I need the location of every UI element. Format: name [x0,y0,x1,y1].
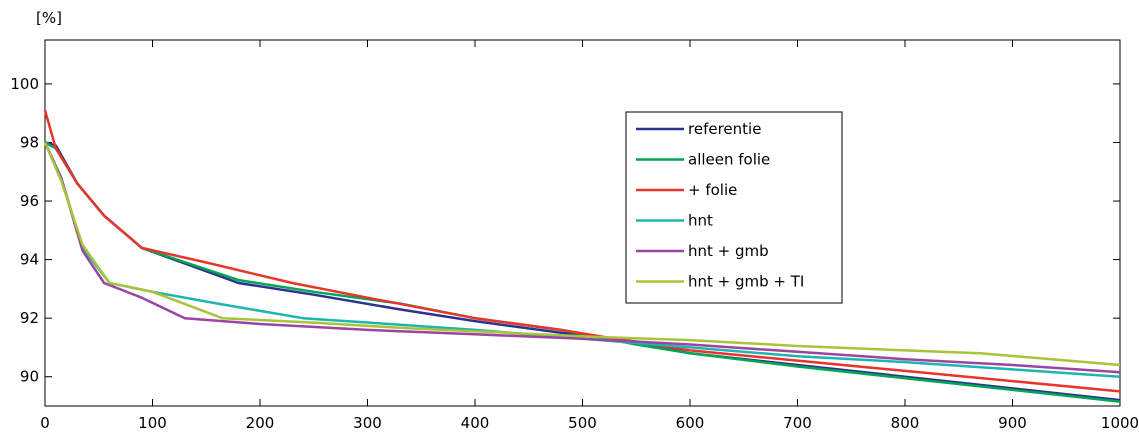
legend-label: alleen folie [688,151,770,169]
legend-box [625,111,843,304]
x-tick-label: 500 [568,414,597,432]
y-tick-label: 94 [20,251,39,269]
x-tick-label: 1000 [1101,414,1139,432]
x-tick-label: 0 [40,414,50,432]
plot-area-frame [44,39,1121,407]
axis-tick-labels: 0 100 200 300 400 500 600 700 800 900 1000 90 92 94 96… [10,75,1139,432]
y-tick-label: 96 [20,192,39,210]
x-tick-label: 900 [998,414,1027,432]
x-tick-label: 800 [891,414,920,432]
x-tick-label: 100 [138,414,167,432]
x-tick-label: 300 [353,414,382,432]
y-tick-label: 90 [20,368,39,386]
legend-label: hnt [688,212,713,230]
y-tick-label: 92 [20,309,39,327]
legend-label: + folie [688,181,737,199]
series-line [43,141,1121,374]
x-tick-label: 400 [461,414,490,432]
series-line [43,142,1121,367]
x-tick-label: 600 [676,414,705,432]
series-line [43,109,1121,393]
legend-label: hnt + gmb + TI [688,273,804,291]
y-tick-label: 100 [10,75,39,93]
x-tick-label: 700 [783,414,812,432]
y-axis-unit-label: [%] [36,9,62,27]
legend: referentie alleen folie + folie hnt hnt + gm… [625,111,843,304]
legend-label: hnt + gmb [688,242,769,260]
axis-ticks [44,40,1121,406]
y-tick-label: 98 [20,133,39,151]
series-lines [43,109,1121,403]
x-tick-label: 200 [246,414,275,432]
legend-label: referentie [688,120,761,138]
